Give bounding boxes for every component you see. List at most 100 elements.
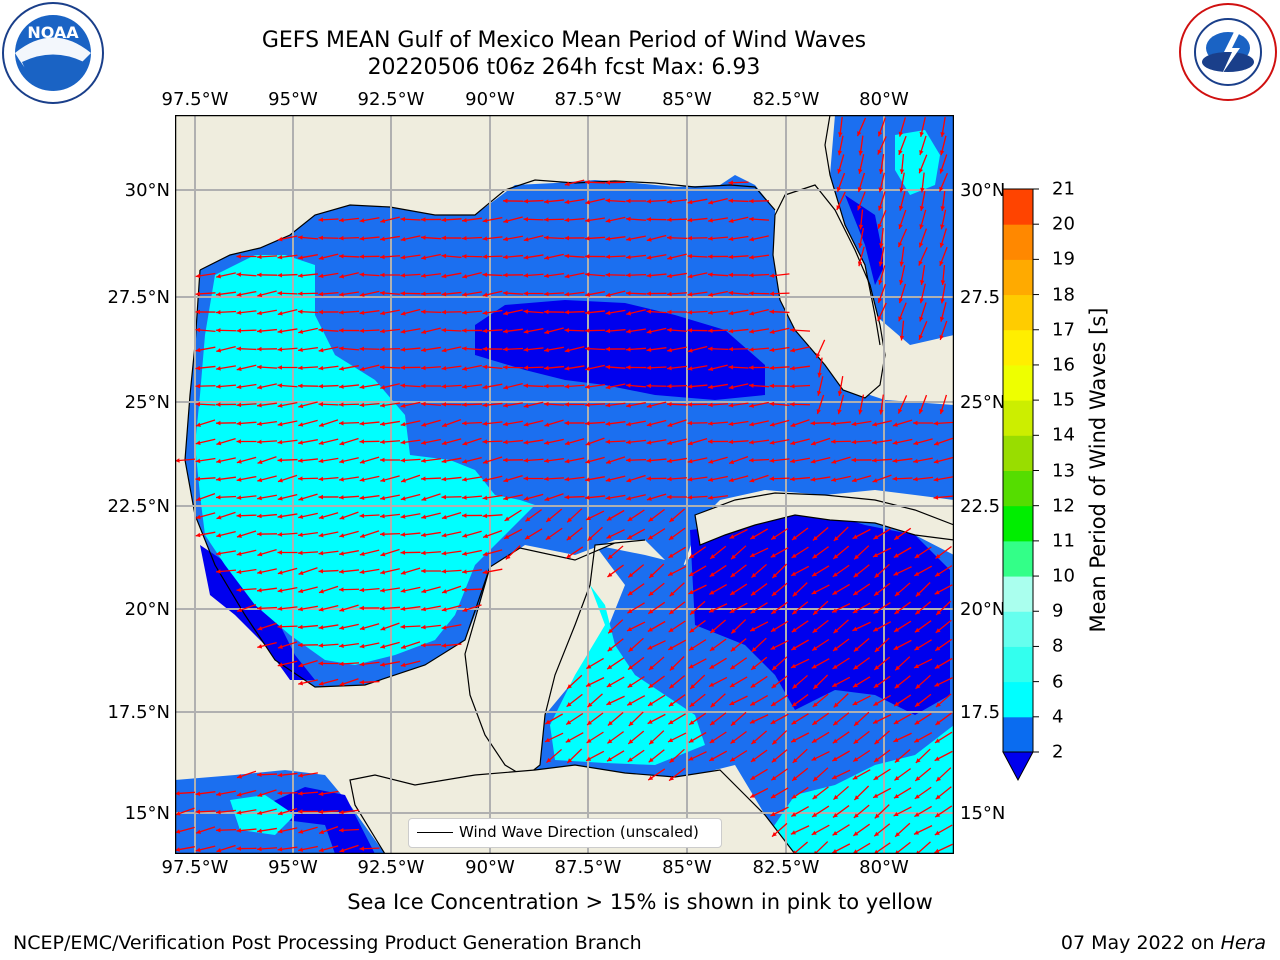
wave-arrow-head	[915, 591, 921, 597]
wave-arrow-head	[919, 150, 924, 156]
wave-arrow-head	[771, 701, 777, 706]
wave-arrow-head	[195, 440, 201, 445]
wave-arrow-head	[708, 218, 713, 223]
wave-arrow-head	[749, 421, 755, 427]
wave-arrow-head	[462, 292, 467, 297]
wave-arrow-head	[687, 273, 693, 279]
wave-arrow-head	[298, 273, 303, 278]
wave-arrow-head	[918, 408, 924, 414]
wave-arrow-head	[586, 664, 592, 669]
wave-arrow-head	[482, 551, 488, 557]
wave-arrow-head	[791, 812, 797, 817]
wave-arrow-head	[607, 664, 613, 670]
wave-arrow-head	[832, 682, 838, 687]
wave-arrow-head	[441, 384, 447, 389]
wave-arrow-head	[421, 550, 426, 556]
wave-arrow-head	[708, 236, 713, 241]
wave-arrow-head	[646, 440, 652, 445]
wave-arrow-head	[750, 534, 756, 539]
wave-arrow-head	[837, 168, 842, 174]
wave-arrow-head	[728, 198, 734, 204]
wave-arrow-head	[750, 627, 756, 632]
wave-arrow-head	[462, 477, 467, 482]
wave-arrow-head	[277, 496, 283, 501]
wave-arrow-head	[503, 495, 509, 501]
wave-arrow-head	[934, 441, 939, 446]
wave-arrow-head	[669, 665, 675, 671]
wave-arrow-head	[544, 476, 549, 482]
wave-arrow-head	[359, 643, 365, 649]
wave-arrow-head	[918, 334, 923, 340]
wave-arrow-head	[812, 628, 818, 633]
wave-arrow-head	[626, 496, 632, 501]
wave-arrow-head	[873, 609, 879, 614]
wave-arrow-head	[482, 477, 488, 482]
wave-arrow-head	[339, 607, 345, 612]
wave-arrow-head	[769, 422, 775, 427]
wave-arrow-head	[277, 403, 283, 408]
wave-arrow-head	[339, 515, 345, 520]
wave-arrow-head	[708, 477, 714, 482]
wave-arrow-head	[770, 811, 776, 816]
wave-arrow-head	[605, 477, 611, 483]
wave-arrow-head	[545, 535, 551, 540]
wave-arrow-head	[939, 260, 944, 266]
wave-arrow-head	[441, 476, 447, 482]
wave-arrow-head	[421, 422, 427, 427]
wave-arrow-head	[606, 534, 612, 539]
wave-arrow-head	[523, 291, 528, 296]
wave-arrow-head	[770, 645, 776, 650]
wave-arrow-head	[812, 812, 818, 817]
wave-arrow-head	[462, 513, 467, 518]
wave-arrow-head	[749, 329, 754, 334]
wave-arrow-head	[689, 720, 695, 725]
wave-arrow-head	[482, 328, 488, 334]
wave-arrow-head	[893, 645, 899, 650]
wave-arrow-head	[339, 310, 344, 315]
wave-arrow-head	[503, 310, 509, 316]
wave-arrow-head	[482, 421, 488, 426]
wave-arrow-head	[298, 829, 304, 834]
wave-arrow-head	[523, 329, 529, 334]
wave-arrow-head	[687, 384, 693, 389]
lon-label: 87.5°W	[554, 89, 622, 110]
wave-arrow-head	[195, 309, 200, 315]
wave-arrow-head	[833, 628, 839, 634]
lat-label: 22.5	[960, 496, 1001, 517]
wave-arrow-head	[544, 329, 550, 335]
wave-arrow-head	[257, 364, 262, 370]
wave-arrow-head	[298, 458, 303, 463]
wave-arrow-head	[585, 179, 590, 185]
wave-arrow-head	[873, 552, 879, 558]
wave-arrow-head	[585, 495, 590, 500]
high-period-zone	[230, 795, 295, 835]
wave-arrow-head	[852, 849, 858, 854]
wave-arrow-head	[857, 205, 862, 211]
wave-arrow-head	[772, 739, 778, 745]
wave-arrow-head	[790, 327, 795, 333]
wave-arrow-head	[749, 383, 754, 388]
wave-arrow-head	[728, 310, 734, 316]
wave-arrow-head	[709, 756, 715, 761]
wave-arrow-head	[749, 439, 754, 445]
wave-arrow-head	[359, 661, 365, 667]
wave-arrow-head	[421, 365, 426, 371]
wave-arrow-head	[646, 365, 652, 371]
wave-arrow-head	[852, 608, 858, 613]
wave-arrow-head	[482, 384, 488, 390]
wave-arrow-head	[298, 309, 303, 314]
low-period-zone	[475, 300, 765, 400]
wave-arrow-head	[277, 347, 283, 352]
footer-date: 07 May 2022 on Hera	[1061, 932, 1266, 954]
wave-arrow-head	[899, 187, 904, 193]
lon-label: 97.5°W	[161, 89, 229, 110]
wave-arrow-head	[380, 531, 385, 537]
wave-arrow-head	[380, 552, 386, 557]
wave-arrow-head	[277, 254, 283, 260]
wave-arrow-head	[441, 347, 447, 353]
wave-arrow-head	[257, 810, 263, 816]
wave-arrow-head	[564, 328, 570, 333]
wave-arrow-head	[751, 572, 757, 578]
wave-arrow-head	[915, 609, 921, 615]
wave-arrow-head	[216, 366, 221, 371]
